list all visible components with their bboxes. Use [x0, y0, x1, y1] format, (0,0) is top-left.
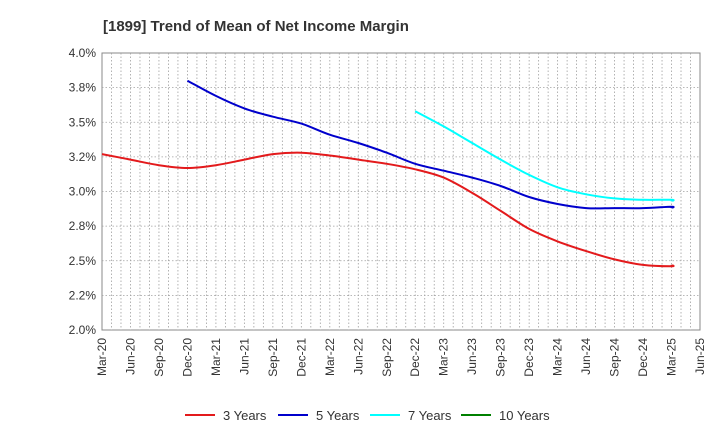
x-tick-label: Dec-23	[522, 338, 536, 377]
x-tick-label: Jun-24	[579, 338, 593, 375]
x-tick-label: Sep-23	[494, 338, 508, 377]
legend-label: 5 Years	[316, 408, 360, 423]
x-tick-label: Dec-24	[636, 338, 650, 377]
x-tick-label: Dec-20	[180, 338, 194, 377]
legend-label: 7 Years	[408, 408, 452, 423]
x-tick-label: Mar-20	[95, 338, 109, 376]
y-tick-label: 2.5%	[69, 254, 97, 268]
y-tick-label: 3.5%	[69, 115, 97, 129]
x-tick-label: Dec-22	[408, 338, 422, 377]
y-tick-label: 4.0%	[69, 46, 97, 60]
x-tick-label: Mar-25	[665, 338, 679, 376]
series-line-3-years	[101, 151, 675, 268]
x-tick-label: Mar-21	[209, 338, 223, 376]
x-tick-label: Sep-21	[266, 338, 280, 377]
x-tick-label: Jun-23	[465, 338, 479, 375]
x-tick-label: Sep-24	[608, 338, 622, 377]
chart-title: [1899] Trend of Mean of Net Income Margi…	[103, 18, 409, 35]
legend-label: 10 Years	[499, 408, 550, 423]
y-tick-label: 2.2%	[69, 288, 97, 302]
x-tick-label: Mar-23	[437, 338, 451, 376]
x-tick-label: Jun-25	[693, 338, 707, 375]
y-tick-label: 2.8%	[69, 219, 97, 233]
legend-label: 3 Years	[223, 408, 267, 423]
x-tick-label: Jun-22	[351, 338, 365, 375]
x-tick-label: Jun-20	[123, 338, 137, 375]
y-tick-label: 3.0%	[69, 185, 97, 199]
y-tick-label: 3.8%	[69, 81, 97, 95]
series-line-5-years	[186, 79, 675, 210]
y-tick-label: 2.0%	[69, 323, 97, 337]
x-tick-label: Dec-21	[294, 338, 308, 377]
x-tick-label: Mar-24	[551, 338, 565, 376]
x-tick-label: Jun-21	[237, 338, 251, 375]
x-tick-label: Mar-22	[323, 338, 337, 376]
x-tick-label: Sep-20	[152, 338, 166, 377]
x-tick-label: Sep-22	[380, 338, 394, 377]
series-line-7-years	[414, 110, 675, 203]
y-tick-label: 3.2%	[69, 150, 97, 164]
